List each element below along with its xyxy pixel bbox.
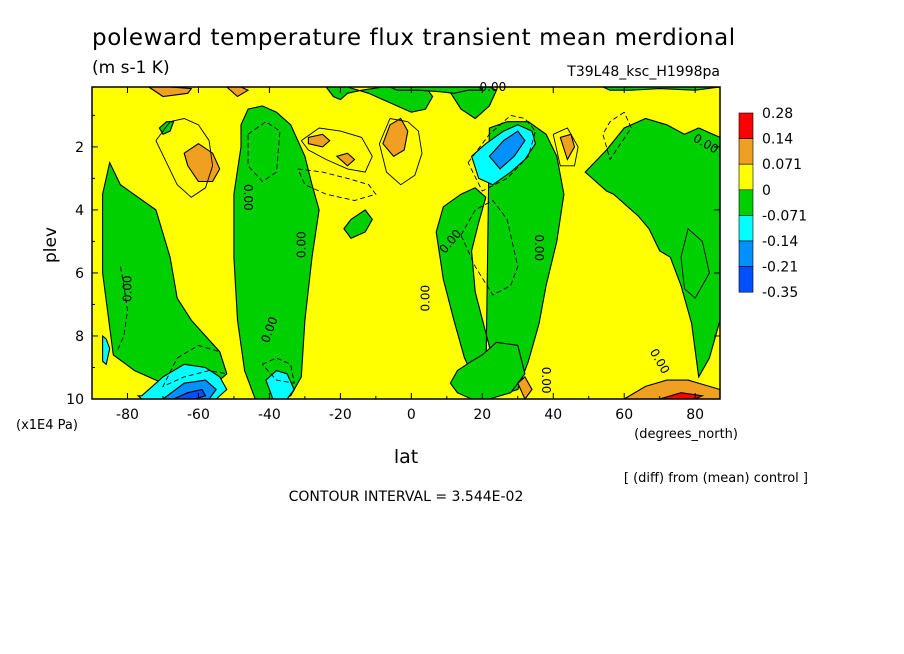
zero-contour-label-7: 0.00 bbox=[121, 275, 135, 302]
x-units-label: (degrees_north) bbox=[634, 427, 738, 442]
legend-swatch bbox=[738, 266, 754, 293]
y-axis-label: plev bbox=[41, 227, 61, 263]
legend-swatch bbox=[738, 112, 754, 139]
region-neg-mid-14 bbox=[102, 334, 111, 366]
legend-label: -0.071 bbox=[762, 208, 807, 224]
region-neg-weak-8 bbox=[584, 117, 721, 379]
contour-line-4 bbox=[680, 227, 710, 299]
y-tick-label: 8 bbox=[75, 329, 84, 345]
y-tick-label: 10 bbox=[66, 392, 84, 408]
x-tick-label: -40 bbox=[258, 407, 281, 423]
legend-swatch bbox=[738, 138, 754, 165]
region-pos-mid-26 bbox=[517, 376, 533, 401]
run-id: T39L48_ksc_H1998pa bbox=[566, 64, 720, 80]
region-neg-strong-16 bbox=[488, 130, 526, 170]
region-pos-mid-20 bbox=[307, 133, 331, 148]
diff-note: [ (diff) from (mean) control ] bbox=[624, 471, 808, 486]
contour-line-1 bbox=[378, 117, 423, 186]
contour-line-8 bbox=[460, 199, 519, 296]
legend-swatch bbox=[738, 215, 754, 242]
contour-line-6 bbox=[297, 168, 377, 201]
x-tick-label: -60 bbox=[187, 407, 210, 423]
x-tick-label: -80 bbox=[116, 407, 139, 423]
plot-area bbox=[92, 86, 721, 401]
legend-swatch bbox=[738, 240, 754, 267]
contour-line-11 bbox=[261, 357, 295, 384]
legend-label: 0.28 bbox=[762, 106, 793, 122]
contour-line-0 bbox=[155, 118, 214, 198]
y-tick-label: 6 bbox=[75, 266, 84, 282]
contour-line-2 bbox=[300, 127, 373, 173]
y-units-label: (x1E4 Pa) bbox=[16, 418, 78, 433]
contour-line-3 bbox=[552, 127, 579, 167]
region-neg-weak-1 bbox=[233, 105, 320, 400]
zero-contour-label-2: 0.00 bbox=[241, 184, 255, 211]
x-axis: -80 -60 -40 -20 0 20 40 60 80 bbox=[91, 87, 704, 423]
x-tick-label: 0 bbox=[407, 407, 416, 423]
y-tick-label: 2 bbox=[75, 140, 84, 156]
x-tick-label: 80 bbox=[686, 407, 704, 423]
contour-line-12 bbox=[467, 114, 536, 192]
zero-contour-label-3: 0.00 bbox=[294, 231, 308, 258]
contour-line-7 bbox=[116, 266, 128, 352]
contour-lines bbox=[116, 111, 710, 388]
contour-line-10 bbox=[162, 344, 228, 388]
zero-contour-label-6: 0.00 bbox=[419, 285, 433, 312]
legend-swatch bbox=[738, 163, 754, 191]
legend-label: -0.35 bbox=[762, 285, 798, 301]
chart-units: (m s-1 K) bbox=[92, 58, 170, 78]
contour-line-9 bbox=[602, 111, 632, 161]
y-tick-label: 4 bbox=[75, 203, 84, 219]
region-pos-mid-19 bbox=[382, 117, 409, 158]
legend-label: 0 bbox=[762, 183, 771, 199]
colorbar-legend: 0.28 0.14 0.071 0 -0.071 -0.14 -0.21 -0.35 bbox=[738, 106, 807, 301]
y-axis: 2 4 6 8 10 bbox=[66, 114, 720, 408]
zero-contour-label-5: 0.00 bbox=[532, 234, 546, 261]
legend-label: 0.071 bbox=[762, 157, 802, 173]
x-tick-label: 20 bbox=[473, 407, 491, 423]
plot-frame bbox=[91, 86, 721, 400]
zero-contour-label-10: 0.00 bbox=[539, 367, 553, 394]
x-tick-label: 40 bbox=[544, 407, 562, 423]
legend-swatch bbox=[738, 189, 754, 216]
region-pos-mid-21 bbox=[335, 152, 356, 167]
region-neg-weak-4 bbox=[435, 121, 565, 394]
region-pos-mid-22 bbox=[559, 133, 576, 161]
x-tick-label: -20 bbox=[329, 407, 352, 423]
legend-label: -0.21 bbox=[762, 260, 798, 276]
legend-label: 0.14 bbox=[762, 132, 793, 148]
chart-title: poleward temperature flux transient mean… bbox=[92, 25, 736, 51]
x-tick-label: 60 bbox=[615, 407, 633, 423]
x-axis-label: lat bbox=[394, 446, 418, 468]
contour-interval: CONTOUR INTERVAL = 3.544E-02 bbox=[289, 489, 524, 505]
region-neg-weak-6 bbox=[343, 209, 373, 239]
legend-label: -0.14 bbox=[762, 234, 798, 250]
